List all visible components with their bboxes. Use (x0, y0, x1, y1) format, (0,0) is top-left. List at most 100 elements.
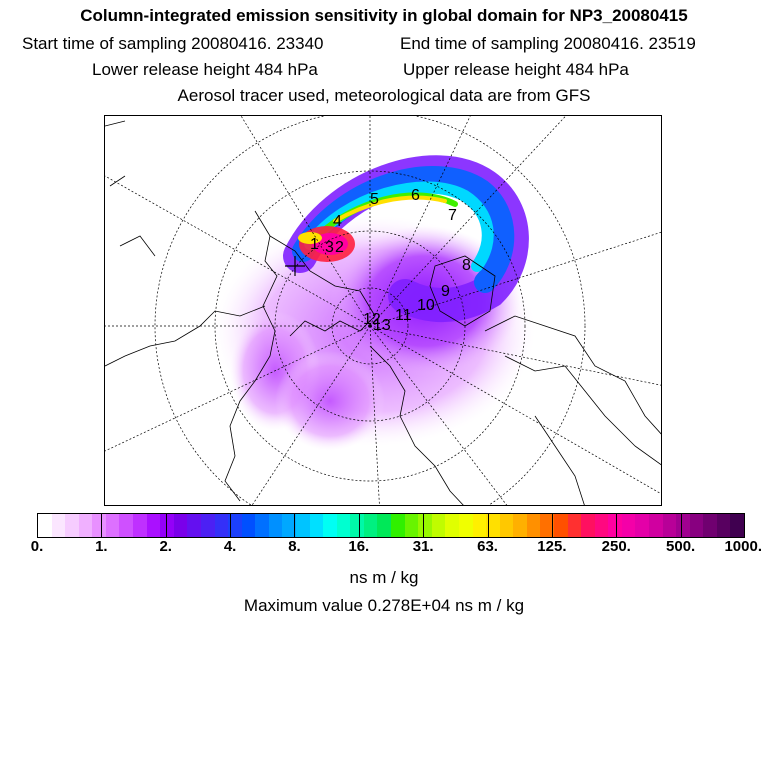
colorbar-swatch (78, 514, 93, 537)
chart-title: Column-integrated emission sensitivity i… (80, 6, 688, 25)
end-time-label: End time of sampling 20080416. 23519 (400, 34, 696, 53)
latitude-circle-outer (154, 116, 586, 505)
colorbar-tick-line (101, 513, 102, 538)
colorbar-swatch (594, 514, 609, 537)
coastline-europe (369, 345, 464, 505)
sensitivity-field (215, 155, 535, 451)
colorbar-swatch (499, 514, 514, 537)
coastline-pacific-islands (105, 120, 156, 257)
colorbar-swatch (689, 514, 704, 537)
colorbar-swatch (228, 514, 242, 537)
colorbar-swatch (662, 514, 677, 537)
colorbar-swatch (255, 514, 269, 537)
coastlines (105, 120, 661, 505)
meridian (251, 325, 371, 505)
max-value-label: Maximum value 0.278E+04 ns m / kg (243, 596, 525, 615)
colorbar-swatch (716, 514, 731, 537)
colorbar-swatch (295, 514, 310, 537)
coastline-alaska (105, 305, 266, 367)
colorbar-tick-line (230, 513, 231, 538)
colorbar-swatch (635, 514, 650, 537)
colorbar-tick-label: 63. (477, 538, 498, 555)
colorbar-swatch (377, 514, 392, 537)
day-label-12: 12 (363, 311, 381, 328)
colorbar-swatch (363, 514, 378, 537)
colorbar-tick-label: 31. (412, 538, 434, 555)
tracer-info-label: Aerosol tracer used, meteorological data… (177, 86, 591, 105)
colorbar-swatch (391, 514, 405, 537)
colorbar-swatch (486, 514, 500, 537)
colorbar-swatch (200, 514, 215, 537)
colorbar-tick-label: 8. (288, 538, 301, 555)
colorbar-tick-line (294, 513, 295, 538)
start-time-label: Start time of sampling 20080416. 23340 (22, 34, 324, 53)
colorbar-swatch (526, 514, 541, 537)
colorbar-swatch (513, 514, 527, 537)
latitude-circle-polar (331, 287, 409, 365)
meridian (369, 325, 661, 495)
colorbar-swatch (676, 514, 690, 537)
colorbar-swatch (472, 514, 487, 537)
meridian (105, 175, 371, 327)
colorbar-tick-label: 2. (159, 538, 172, 555)
colorbar-swatch (92, 514, 106, 537)
upper-release-label: Upper release height 484 hPa (403, 60, 629, 79)
colorbar-swatch (187, 514, 201, 537)
day-label-2: 2 (335, 239, 344, 256)
colorbar-tick-label: 250. (601, 538, 631, 555)
colorbar-tick-label: 1. (95, 538, 108, 555)
colorbar-tick-line (423, 513, 424, 538)
colorbar-swatch (133, 514, 147, 537)
colorbar-swatch (51, 514, 66, 537)
meridian (369, 116, 471, 327)
coastline-asia-north (269, 235, 376, 337)
colorbar (37, 513, 745, 538)
coastline-north-america (484, 315, 661, 435)
colorbar-swatch (268, 514, 283, 537)
day-label-8: 8 (462, 257, 471, 274)
colorbar-swatch (241, 514, 256, 537)
day-label-1: 1 (310, 236, 319, 253)
colorbar-tick-label: 0. (30, 538, 44, 555)
colorbar-swatch (173, 514, 188, 537)
colorbar-swatch (38, 514, 52, 537)
day-label-5: 5 (370, 191, 379, 208)
colorbar-swatch (105, 514, 120, 537)
colorbar-tick-label: 500. (666, 538, 696, 555)
colorbar-swatch (431, 514, 446, 537)
day-label-9: 9 (441, 283, 450, 300)
colorbar-swatch (282, 514, 296, 537)
coastline-asia-east (224, 210, 278, 502)
day-label-3: 3 (325, 239, 334, 256)
colorbar-swatch (581, 514, 595, 537)
colorbar-tick-line (616, 513, 617, 538)
colorbar-tick-label: 16. (348, 538, 370, 555)
plume-south-lobe (275, 351, 385, 451)
day-label-7: 7 (448, 207, 457, 224)
plume-band-yellow (333, 195, 447, 223)
meridian (240, 116, 371, 327)
colorbar-tick-label: 4. (223, 538, 237, 555)
colorbar-tick-line (552, 513, 553, 538)
latitude-circle-middle (214, 170, 526, 482)
colorbar-swatch (214, 514, 229, 537)
colorbar-swatch (323, 514, 337, 537)
colorbar-swatch (350, 514, 364, 537)
colorbar-swatch (567, 514, 582, 537)
colorbar-tick-label: 125. (537, 538, 567, 555)
day-label-4: 4 (333, 213, 342, 230)
colorbar-swatch (65, 514, 79, 537)
colorbar-swatch (336, 514, 351, 537)
colorbar-tick-line (359, 513, 360, 538)
map-panel: 1 3 2 4 5 6 7 8 9 10 11 12 13 (104, 115, 662, 506)
plume-hotspot-yellow (298, 232, 322, 244)
colorbar-swatch (553, 514, 568, 537)
coastline-canada (504, 355, 661, 466)
colorbar-swatch (309, 514, 324, 537)
day-label-13: 13 (373, 317, 391, 334)
colorbar-swatch (649, 514, 663, 537)
polar-map: 1 3 2 4 5 6 7 8 9 10 11 12 13 (105, 116, 661, 505)
coastline-atlantic (534, 415, 585, 505)
colorbar-tick-line (488, 513, 489, 538)
colorbar-swatch (621, 514, 636, 537)
